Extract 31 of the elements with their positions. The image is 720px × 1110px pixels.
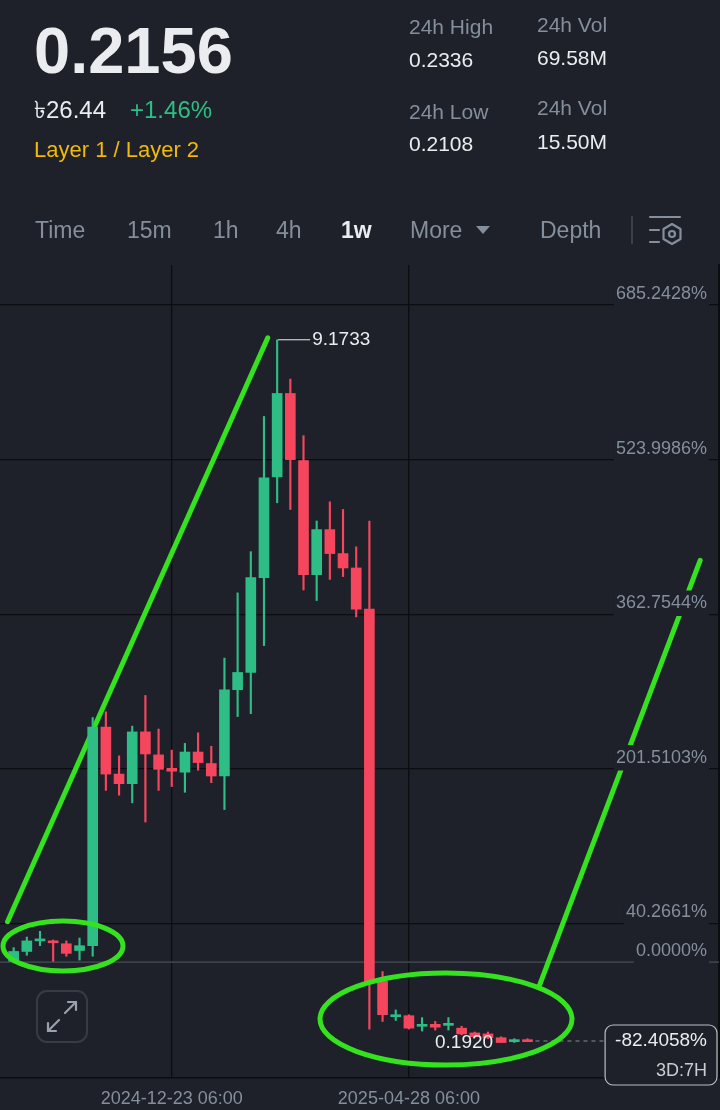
text: 24h High [409, 14, 494, 38]
text: 4h [276, 216, 302, 243]
y-tick-label: 523.9986% [615, 437, 707, 458]
text: 1w [341, 216, 372, 243]
y-tick-label: 40.2661% [625, 901, 707, 922]
ref-line-label: -82.4058% [615, 1029, 708, 1051]
text: 24h Low [409, 99, 489, 123]
text: More [410, 216, 463, 243]
text: 15.50M [537, 129, 608, 153]
text: 0.2108 [409, 131, 474, 155]
text: 24h Vol [537, 95, 608, 119]
text: 0.2336 [409, 47, 474, 71]
text: 1h [213, 216, 239, 243]
text: 69.58M [537, 45, 608, 69]
text: Layer 1 / Layer 2 [34, 137, 200, 163]
text: +1.46% [130, 96, 213, 124]
annotation: 3D:7H [655, 1059, 707, 1080]
text: ৳26.44 [34, 96, 107, 124]
y-tick-label: 201.5103% [615, 746, 707, 767]
text: 15m [127, 216, 172, 243]
text: 24h Vol [537, 12, 608, 36]
y-tick-label: 0.0000% [635, 939, 707, 960]
annotation: 9.1733 [312, 328, 371, 350]
y-tick-label: 685.2428% [615, 283, 707, 303]
y-tick-label: 362.7544% [615, 592, 707, 613]
text: 0.2156 [34, 14, 233, 87]
text: Time [35, 216, 86, 243]
x-tick-label: 2025-04-28 06:00 [337, 1087, 480, 1108]
text: Depth [540, 216, 602, 243]
annotation: 0.1920 [435, 1030, 494, 1052]
x-tick-label: 2024-12-23 06:00 [100, 1087, 243, 1108]
